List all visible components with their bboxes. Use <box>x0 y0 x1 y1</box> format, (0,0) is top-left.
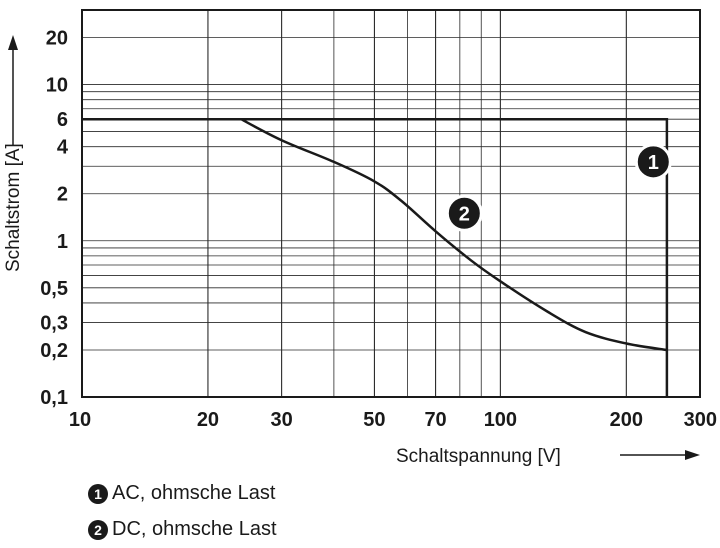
y-axis-arrowhead <box>8 35 18 50</box>
axis-arrows <box>8 35 700 460</box>
x-axis-label: Schaltspannung [V] <box>396 446 561 467</box>
x-tick-label: 50 <box>363 409 385 431</box>
x-tick-label: 70 <box>424 409 446 431</box>
plot-frame <box>81 9 701 398</box>
series-marker-2 <box>445 194 483 232</box>
y-tick-label: 0,1 <box>40 387 68 409</box>
y-axis-label: Schaltstrom [A] <box>3 143 24 272</box>
axis-labels: Schaltstrom [A] Schaltspannung [V] <box>3 143 561 467</box>
x-tick-label: 10 <box>69 409 91 431</box>
y-tick-label: 1 <box>57 231 68 253</box>
series-dc-line <box>240 118 668 352</box>
y-tick-label: 6 <box>57 109 68 131</box>
x-tick-label: 100 <box>484 409 517 431</box>
legend-label-ac: AC, ohmsche Last <box>112 482 276 504</box>
x-tick-label: 200 <box>610 409 643 431</box>
x-axis-arrowhead <box>685 450 700 460</box>
x-tick-label: 20 <box>197 409 219 431</box>
x-tick-label: 300 <box>684 409 717 431</box>
x-tick-label: 30 <box>270 409 292 431</box>
y-tick-label: 20 <box>46 28 68 50</box>
y-tick-label: 4 <box>57 137 69 159</box>
legend-marker-1: 1 <box>88 483 108 504</box>
legend-marker-2: 2 <box>88 519 108 540</box>
series-layer: 12 <box>82 117 672 397</box>
y-tick-label: 0,2 <box>40 340 68 362</box>
y-tick-label: 0,3 <box>40 312 68 334</box>
legend-item-dc: 2 DC, ohmsche Last <box>88 518 277 541</box>
chart: 12 10 20 30 50 70 100 200 3000,10,20,30,5124610… <box>3 9 717 467</box>
series-marker-label-1: 1 <box>648 152 659 174</box>
series-marker-1 <box>634 143 672 181</box>
series-ac-line <box>82 117 669 397</box>
y-tick-label: 2 <box>57 184 68 206</box>
y-tick-label: 0,5 <box>40 278 68 300</box>
series-marker-label-2: 2 <box>459 203 470 225</box>
legend-label-dc: DC, ohmsche Last <box>112 518 277 540</box>
y-tick-label: 10 <box>46 75 68 97</box>
legend-item-ac: 1 AC, ohmsche Last <box>88 482 275 505</box>
grid <box>81 9 701 398</box>
